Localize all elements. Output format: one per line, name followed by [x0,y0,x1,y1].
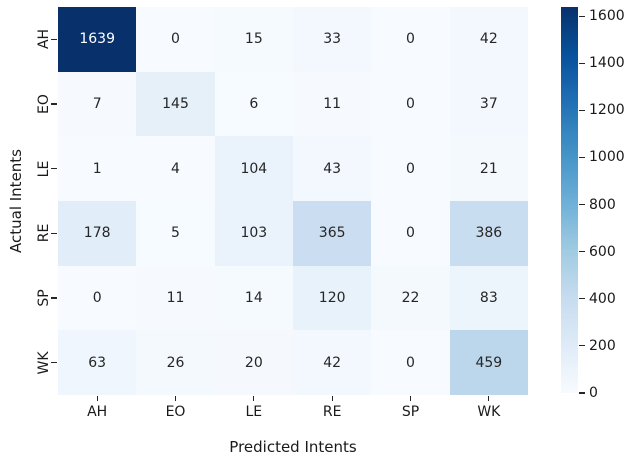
colorbar-tick-mark [579,251,585,253]
colorbar-tick-label-1200: 1200 [589,102,625,119]
x-tick-mark [253,396,255,401]
matrix-cell-WK-RE: 42 [293,330,372,395]
matrix-cell-LE-SP: 0 [371,136,450,201]
matrix-cell-AH-RE: 33 [293,7,372,72]
matrix-cell-RE-WK: 386 [449,200,528,266]
colorbar-tick-mark [579,392,585,394]
matrix-cell-LE-AH: 1 [58,136,137,201]
matrix-cell-SP-RE: 120 [293,265,372,331]
colorbar-tick-mark [579,62,585,64]
y-tick-mark [51,232,57,234]
matrix-cell-WK-EO: 26 [136,330,215,395]
matrix-cell-RE-AH: 178 [58,200,137,266]
x-tick-label-EO: EO [165,404,186,420]
matrix-cell-EO-RE: 11 [293,71,372,137]
matrix-cell-WK-AH: 63 [58,330,137,395]
matrix-cell-WK-WK: 459 [449,330,528,395]
y-tick-mark [51,168,57,170]
y-tick-mark [51,362,57,364]
y-tick-label-WK: WK [36,351,52,375]
colorbar-tick-label-1600: 1600 [589,8,625,25]
matrix-cell-EO-SP: 0 [371,71,450,137]
x-tick-label-SP: SP [401,404,420,420]
x-tick-mark [331,396,333,401]
y-tick-mark [51,103,57,105]
matrix-cell-WK-LE: 20 [214,330,293,395]
matrix-cell-AH-AH: 1639 [58,7,137,72]
matrix-cell-SP-WK: 83 [449,265,528,331]
colorbar-tick-mark [579,109,585,111]
colorbar-tick-label-0: 0 [589,385,598,401]
colorbar-tick-mark [579,345,585,347]
x-tick-label-RE: RE [322,404,342,420]
colorbar-tick-label-200: 200 [589,337,616,354]
colorbar-tick-label-1000: 1000 [589,149,625,166]
matrix-cell-AH-LE: 15 [214,7,293,72]
y-tick-mark [51,297,57,299]
matrix-cell-AH-SP: 0 [371,7,450,72]
y-axis-label: Actual Intents [7,148,25,254]
matrix-cell-LE-WK: 21 [449,136,528,201]
x-tick-label-LE: LE [245,404,263,420]
matrix-cell-AH-WK: 42 [449,7,528,72]
colorbar [561,7,578,393]
x-axis-label: Predicted Intents [229,438,357,456]
matrix-cell-SP-AH: 0 [58,265,137,331]
x-tick-label-WK: WK [477,404,501,420]
matrix-cell-AH-EO: 0 [136,7,215,72]
matrix-cell-RE-EO: 5 [136,200,215,266]
matrix-cell-EO-WK: 37 [449,71,528,137]
matrix-cell-RE-LE: 103 [214,200,293,266]
matrix-cell-SP-LE: 14 [214,265,293,331]
y-tick-label-LE: LE [36,160,52,177]
matrix-cell-RE-RE: 365 [293,200,372,266]
colorbar-tick-mark [579,15,585,17]
matrix-cell-EO-EO: 145 [136,71,215,137]
heatmap-grid: 1639 0 15 33 0 42 7 145 6 11 0 37 1 4 104 43 0 21 178 5 103 3… [58,7,528,395]
y-tick-label-SP: SP [36,289,52,307]
x-tick-mark [488,396,490,401]
y-tick-label-EO: EO [36,94,52,114]
colorbar-tick-label-1400: 1400 [589,55,625,72]
matrix-cell-EO-AH: 7 [58,71,137,137]
x-tick-label-AH: AH [87,404,108,420]
matrix-cell-RE-SP: 0 [371,200,450,266]
matrix-cell-SP-SP: 22 [371,265,450,331]
y-tick-mark [51,38,57,40]
colorbar-tick-mark [579,298,585,300]
y-tick-label-RE: RE [36,224,52,243]
colorbar-tick-label-400: 400 [589,290,616,307]
matrix-cell-LE-LE: 104 [214,136,293,201]
matrix-cell-EO-LE: 6 [214,71,293,137]
matrix-cell-SP-EO: 11 [136,265,215,331]
matrix-cell-LE-EO: 4 [136,136,215,201]
matrix-cell-LE-RE: 43 [293,136,372,201]
y-tick-label-AH: AH [36,29,52,50]
colorbar-tick-mark [579,156,585,159]
x-tick-mark [174,396,177,401]
x-tick-mark [96,396,98,401]
matrix-cell-WK-SP: 0 [371,330,450,395]
x-tick-mark [409,396,412,401]
colorbar-tick-label-600: 600 [589,243,616,260]
colorbar-tick-label-800: 800 [589,196,616,213]
colorbar-tick-mark [579,203,585,206]
